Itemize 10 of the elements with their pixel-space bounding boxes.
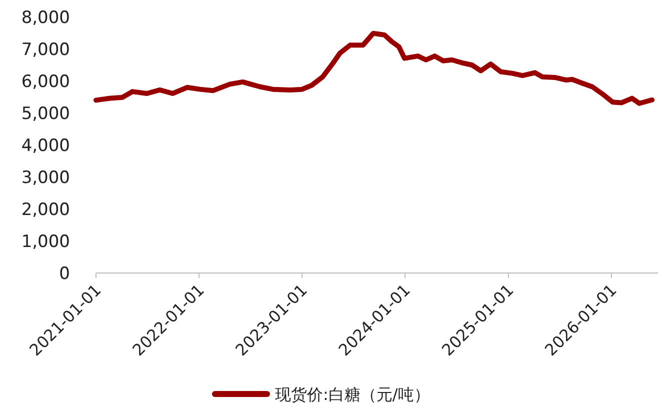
legend-label: 现货价:白糖（元/吨） <box>275 385 430 403</box>
y-tick-label: 2,000 <box>21 200 70 220</box>
y-tick-label: 8,000 <box>21 8 70 28</box>
y-tick-label: 4,000 <box>21 136 70 156</box>
y-tick-label: 0 <box>59 264 70 284</box>
y-tick-label: 5,000 <box>21 104 70 124</box>
y-tick-label: 3,000 <box>21 168 70 188</box>
y-tick-label: 1,000 <box>21 232 70 252</box>
y-tick-label: 7,000 <box>21 40 70 60</box>
y-tick-label: 6,000 <box>21 72 70 92</box>
